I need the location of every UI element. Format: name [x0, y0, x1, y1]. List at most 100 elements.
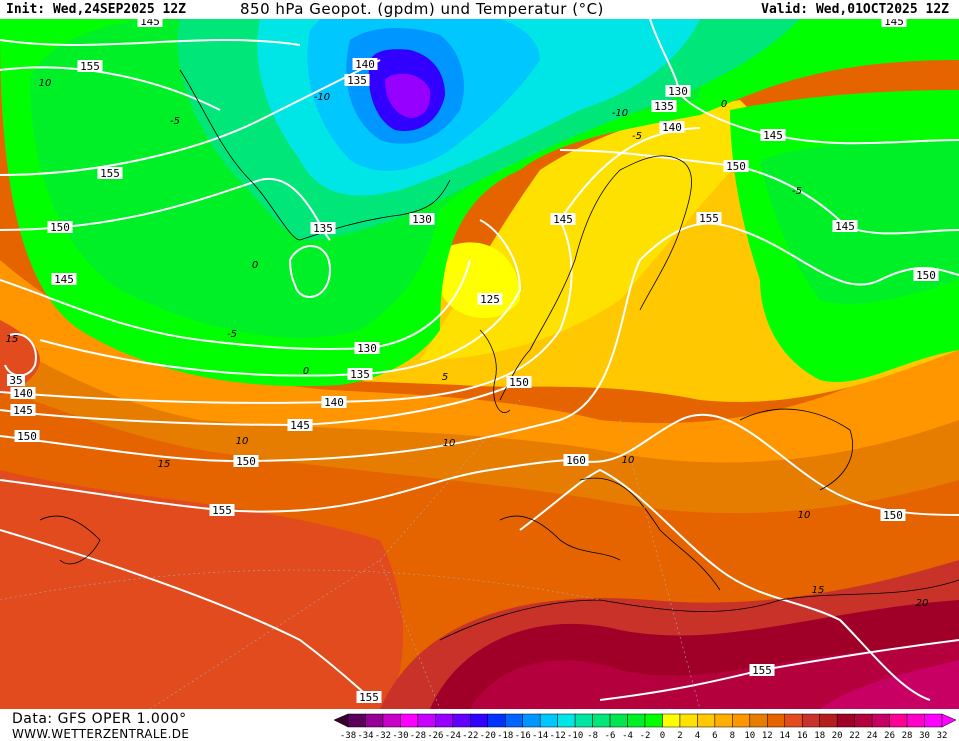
- map-title: 850 hPa Geopot. (gpdm) und Temperatur (°…: [240, 0, 604, 18]
- legend-swatch: [889, 713, 908, 728]
- legend-swatch: [522, 713, 541, 728]
- legend-label: -6: [605, 731, 616, 741]
- svg-text:130: 130: [668, 85, 688, 98]
- svg-text:145: 145: [290, 419, 310, 432]
- geopotential-label: 140: [321, 396, 347, 409]
- svg-text:150: 150: [726, 160, 746, 173]
- legend-label: -28: [410, 731, 426, 741]
- geopotential-label: 135: [310, 222, 336, 235]
- svg-text:150: 150: [17, 430, 37, 443]
- color-legend: -38 -34 -32 -30 -28 -26 -24 -22 -20 -18 -16 -14 -12-…: [334, 713, 956, 741]
- geopotential-label: 155: [77, 60, 103, 73]
- svg-text:145: 145: [13, 404, 33, 417]
- graticule: [0, 399, 701, 709]
- geopotential-label: 155: [209, 504, 235, 517]
- geopotential-label: 155: [696, 212, 722, 225]
- legend-swatch: [906, 713, 925, 728]
- geopotential-label: 145: [137, 19, 163, 28]
- legend-label: -16: [515, 731, 531, 741]
- geopotential-label: 150: [47, 221, 73, 234]
- legend-label: -38: [340, 731, 356, 741]
- geopotential-label: 155: [749, 664, 775, 677]
- svg-text:150: 150: [236, 455, 256, 468]
- legend-swatch: [644, 713, 663, 728]
- geopotential-label: 135: [651, 100, 677, 113]
- legend-swatch: [749, 713, 768, 728]
- legend-label: 22: [849, 731, 860, 741]
- legend-swatch: [836, 713, 855, 728]
- geopotential-label: 140: [352, 58, 378, 71]
- temperature-label: -5: [227, 329, 237, 340]
- legend-label: -34: [357, 731, 373, 741]
- legend-swatch: [924, 713, 943, 728]
- legend-swatch: [470, 713, 489, 728]
- init-time: Init: Wed,24SEP2025 12Z: [6, 2, 187, 17]
- legend-swatch: [452, 713, 471, 728]
- svg-text:160: 160: [566, 454, 586, 467]
- geopotential-label: 150: [723, 160, 749, 173]
- temperature-label: 10: [622, 455, 635, 466]
- temperature-label: 15: [812, 585, 825, 596]
- legend-label: 20: [832, 731, 843, 741]
- geopotential-label: 145: [10, 404, 36, 417]
- svg-text:150: 150: [916, 269, 936, 282]
- legend-label: -2: [640, 731, 651, 741]
- legend-swatch: [592, 713, 611, 728]
- temperature-label: -10: [612, 108, 628, 119]
- temperature-label: -10: [314, 92, 330, 103]
- legend-swatch: [662, 713, 681, 728]
- temperature-label: 0: [721, 99, 727, 110]
- svg-text:155: 155: [80, 60, 100, 73]
- legend-label: -32: [375, 731, 391, 741]
- svg-text:145: 145: [54, 273, 74, 286]
- legend-label: 28: [902, 731, 913, 741]
- geopotential-label: 145: [832, 220, 858, 233]
- legend-label: -4: [622, 731, 633, 741]
- legend-label: -14: [532, 731, 548, 741]
- legend-label: 0: [660, 731, 665, 741]
- legend-swatch: [347, 713, 366, 728]
- geopotential-label: 145: [760, 129, 786, 142]
- legend-label: 24: [867, 731, 878, 741]
- svg-text:145: 145: [140, 19, 160, 28]
- legend-label: 2: [677, 731, 682, 741]
- legend-swatch: [714, 713, 733, 728]
- legend-swatch: [504, 713, 523, 728]
- legend-swatch: [365, 713, 384, 728]
- legend-swatch: [784, 713, 803, 728]
- svg-text:150: 150: [509, 376, 529, 389]
- svg-text:155: 155: [359, 691, 379, 704]
- legend-below-arrow: [334, 713, 349, 728]
- svg-text:140: 140: [662, 121, 682, 134]
- legend-label: -24: [445, 731, 461, 741]
- geopotential-label: 150: [880, 509, 906, 522]
- legend-swatch: [819, 713, 838, 728]
- legend-label: 12: [762, 731, 773, 741]
- temperature-label: 0: [303, 366, 309, 377]
- svg-text:135: 135: [654, 100, 674, 113]
- temperature-label: 10: [39, 78, 52, 89]
- valid-time: Valid: Wed,01OCT2025 12Z: [761, 2, 949, 17]
- svg-text:140: 140: [13, 387, 33, 400]
- legend-label: 4: [695, 731, 700, 741]
- legend-swatch: [400, 713, 419, 728]
- legend-swatch: [417, 713, 436, 728]
- legend-swatch: [382, 713, 401, 728]
- legend-label: -18: [497, 731, 513, 741]
- geopotential-label: 155: [97, 167, 123, 180]
- legend-label: 32: [937, 731, 948, 741]
- svg-text:155: 155: [699, 212, 719, 225]
- geopotential-label: 135: [347, 368, 373, 381]
- legend-label: 6: [712, 731, 717, 741]
- legend-label: -30: [392, 731, 408, 741]
- legend-swatch: [679, 713, 698, 728]
- legend-swatch: [574, 713, 593, 728]
- website-credit: WWW.WETTERZENTRALE.DE: [12, 727, 190, 741]
- legend-swatch: [487, 713, 506, 728]
- temperature-label: -5: [792, 186, 802, 197]
- temperature-label: -5: [632, 131, 642, 142]
- legend-label: 10: [744, 731, 755, 741]
- legend-above-arrow: [941, 713, 956, 728]
- svg-text:125: 125: [480, 293, 500, 306]
